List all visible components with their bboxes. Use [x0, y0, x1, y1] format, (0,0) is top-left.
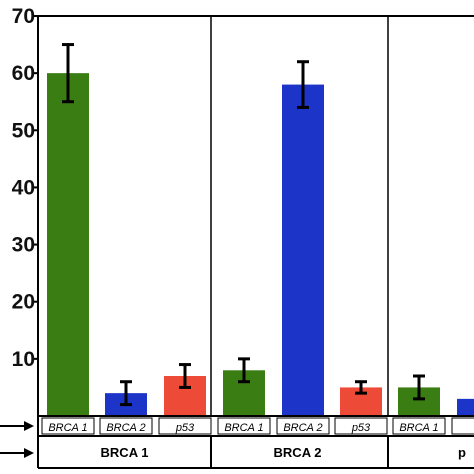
- y-tick-label: 40: [12, 176, 35, 199]
- error-bar-0-1: [120, 380, 132, 407]
- error-bar-1-2: [355, 380, 367, 395]
- error-bar-0-0: [62, 43, 74, 104]
- bar-p-b: [457, 398, 474, 416]
- subcategory-label: BRCA 2: [283, 422, 322, 434]
- subcategory-label: BRCA 1: [224, 422, 263, 434]
- subcategory-box: [451, 417, 474, 435]
- error-bar-2-0: [413, 374, 425, 401]
- subcategory-box: [41, 417, 95, 435]
- error-bar-1-1: [297, 60, 309, 109]
- y-tick-label: 20: [12, 291, 35, 314]
- subcategory-box: [158, 417, 212, 435]
- subcategory-box: [334, 417, 388, 435]
- subcategory-label: p53: [175, 422, 195, 434]
- subcategory-box: [99, 417, 153, 435]
- subcategory-label: p53: [351, 422, 371, 434]
- y-tick-label: 10: [12, 348, 35, 371]
- subcategory-label: BRCA 1: [48, 422, 87, 434]
- group-label-2: BRCA 2: [274, 445, 322, 460]
- subcategory-label: BRCA 2: [106, 422, 145, 434]
- subcategory-box: [276, 417, 330, 435]
- group-label-1: BRCA 1: [101, 445, 149, 460]
- y-tick-label: 70: [12, 5, 35, 28]
- error-bar-0-2: [179, 363, 191, 389]
- error-bar-1-0: [238, 357, 250, 384]
- y-tick-label: 30: [12, 234, 35, 257]
- bar-brca1-brca1: [47, 73, 89, 417]
- subcategory-box: [217, 417, 271, 435]
- y-tick-label: 50: [12, 119, 35, 142]
- group-arrow-icon: [0, 448, 34, 458]
- subcategory-box: [392, 417, 446, 435]
- group-label-3: p: [458, 445, 466, 460]
- subcategory-arrow-icon: [0, 421, 34, 431]
- subcategory-label: BRCA 1: [399, 422, 438, 434]
- arrow-head: [24, 421, 34, 431]
- arrow-head: [24, 448, 34, 458]
- bar-brca2-brca2: [282, 84, 324, 417]
- y-tick-label: 60: [12, 62, 35, 85]
